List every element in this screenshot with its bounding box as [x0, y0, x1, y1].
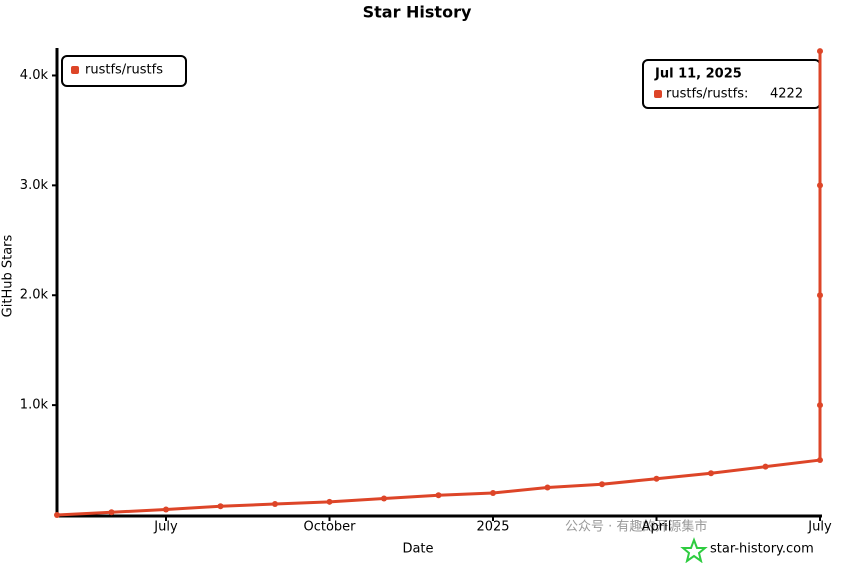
legend-label: rustfs/rustfs	[85, 63, 163, 78]
x-tick-label: July	[153, 520, 178, 535]
data-point	[54, 512, 60, 518]
y-tick-label: 4.0k	[20, 68, 49, 83]
data-point	[326, 498, 333, 505]
y-tick-label: 2.0k	[20, 288, 49, 303]
legend-box	[61, 55, 187, 87]
x-tick-label: October	[303, 520, 356, 535]
y-axis-label: GitHub Stars	[1, 234, 16, 317]
tooltip-value: 4222	[770, 87, 803, 102]
data-point	[817, 182, 823, 189]
x-tick-label: 2025	[476, 520, 509, 535]
wechat-watermark: 公众号 · 有趣的开源集市	[565, 519, 707, 535]
x-tick-label: July	[807, 520, 832, 535]
data-point	[217, 503, 224, 510]
data-point	[381, 495, 387, 502]
data-point	[108, 509, 115, 516]
data-point	[708, 470, 714, 477]
watermark: star-history.com	[710, 542, 814, 557]
data-point	[272, 501, 278, 508]
data-point	[817, 292, 823, 299]
y-tick-label: 1.0k	[20, 398, 49, 413]
tooltip-label: rustfs/rustfs:	[666, 87, 748, 102]
data-point	[817, 457, 823, 464]
y-tick-label: 3.0k	[20, 178, 49, 193]
data-point	[762, 463, 769, 470]
data-point	[817, 402, 823, 409]
data-point	[490, 490, 496, 497]
data-point	[435, 492, 442, 499]
tooltip-title: Jul 11, 2025	[654, 67, 742, 82]
tooltip-swatch	[654, 90, 662, 98]
series-line	[56, 51, 822, 517]
data-point	[653, 475, 660, 482]
data-point	[599, 481, 605, 488]
data-point	[817, 48, 823, 55]
data-point	[544, 484, 551, 491]
data-point	[163, 506, 169, 513]
x-tick-label: April	[642, 520, 672, 535]
x-axis-label: Date	[402, 542, 433, 557]
chart-title: Star History	[363, 3, 472, 22]
legend-swatch	[71, 66, 79, 74]
watermark-icon	[680, 537, 708, 563]
